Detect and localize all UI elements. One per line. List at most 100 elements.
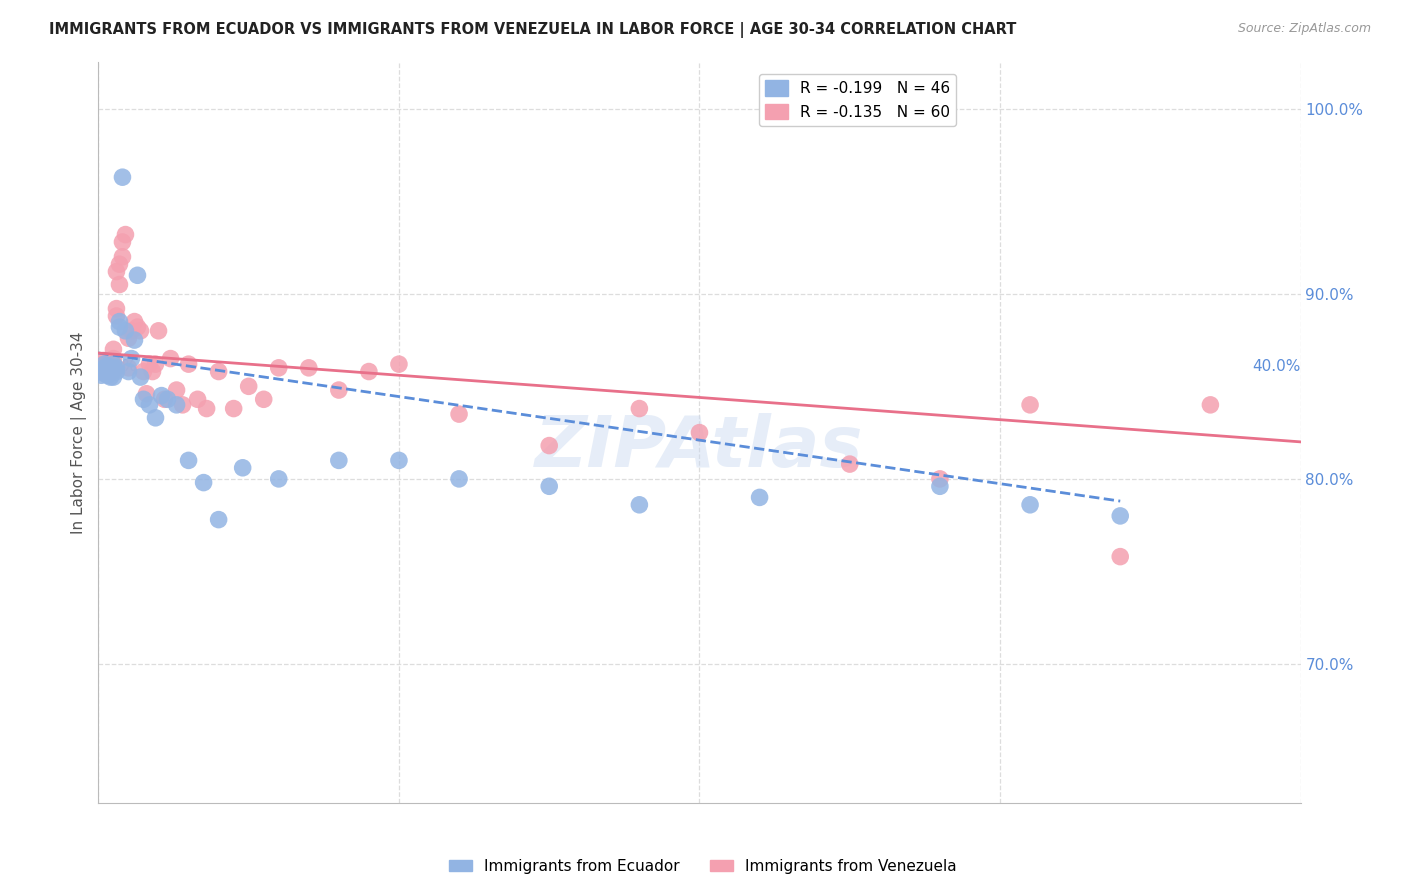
Point: [208, 365, 231, 379]
Point: [132, 365, 155, 379]
Point: [538, 479, 561, 493]
Point: [172, 398, 194, 412]
Point: [748, 491, 770, 505]
Point: [447, 407, 470, 421]
Point: [96, 360, 118, 375]
Point: [929, 479, 952, 493]
Point: [108, 257, 131, 271]
Point: [222, 401, 245, 416]
Point: [447, 472, 470, 486]
Point: [388, 453, 411, 467]
Text: ZIPAtlas: ZIPAtlas: [536, 413, 863, 482]
Point: [105, 360, 128, 375]
Point: [193, 475, 215, 490]
Point: [111, 170, 134, 185]
Point: [100, 360, 122, 375]
Legend: Immigrants from Ecuador, Immigrants from Venezuela: Immigrants from Ecuador, Immigrants from…: [443, 853, 963, 880]
Point: [108, 320, 131, 334]
Point: [111, 250, 134, 264]
Point: [124, 314, 146, 328]
Point: [1019, 498, 1042, 512]
Y-axis label: In Labor Force | Age 30-34: In Labor Force | Age 30-34: [72, 331, 87, 534]
Point: [114, 227, 136, 242]
Point: [166, 383, 188, 397]
Point: [145, 410, 167, 425]
Point: [105, 365, 128, 379]
Point: [100, 365, 122, 379]
Text: 40.0%: 40.0%: [1253, 359, 1301, 374]
Point: [253, 392, 276, 407]
Point: [90, 365, 112, 379]
Point: [103, 357, 125, 371]
Point: [114, 324, 136, 338]
Point: [129, 370, 152, 384]
Point: [232, 460, 254, 475]
Point: [90, 368, 112, 383]
Point: [153, 392, 176, 407]
Point: [538, 439, 561, 453]
Point: [135, 386, 157, 401]
Point: [100, 357, 122, 371]
Point: [132, 392, 155, 407]
Point: [105, 309, 128, 323]
Point: [96, 359, 118, 373]
Point: [96, 365, 118, 379]
Point: [689, 425, 711, 440]
Point: [1019, 398, 1042, 412]
Point: [103, 351, 125, 366]
Point: [195, 401, 218, 416]
Point: [124, 333, 146, 347]
Point: [159, 351, 181, 366]
Point: [93, 367, 115, 381]
Point: [208, 513, 231, 527]
Point: [93, 360, 115, 375]
Point: [357, 365, 380, 379]
Point: [177, 453, 200, 467]
Point: [129, 324, 152, 338]
Point: [388, 357, 411, 371]
Point: [177, 357, 200, 371]
Point: [141, 365, 163, 379]
Point: [96, 365, 118, 379]
Point: [148, 324, 170, 338]
Point: [267, 472, 290, 486]
Point: [1109, 549, 1132, 564]
Point: [111, 235, 134, 249]
Point: [100, 360, 122, 375]
Point: [187, 392, 209, 407]
Point: [117, 331, 139, 345]
Point: [628, 401, 651, 416]
Point: [117, 360, 139, 375]
Point: [127, 268, 149, 283]
Point: [105, 301, 128, 316]
Point: [127, 320, 149, 334]
Point: [1199, 398, 1222, 412]
Point: [298, 360, 321, 375]
Point: [929, 472, 952, 486]
Point: [238, 379, 260, 393]
Point: [103, 360, 125, 375]
Point: [150, 388, 173, 402]
Point: [100, 370, 122, 384]
Point: [103, 365, 125, 379]
Point: [328, 383, 350, 397]
Point: [103, 357, 125, 371]
Point: [138, 398, 160, 412]
Point: [108, 314, 131, 328]
Point: [117, 365, 139, 379]
Point: [93, 365, 115, 379]
Point: [103, 370, 125, 384]
Legend: R = -0.199   N = 46, R = -0.135   N = 60: R = -0.199 N = 46, R = -0.135 N = 60: [759, 74, 956, 126]
Point: [121, 351, 143, 366]
Point: [96, 368, 118, 383]
Point: [108, 277, 131, 292]
Point: [93, 357, 115, 371]
Point: [105, 264, 128, 278]
Point: [138, 357, 160, 371]
Point: [93, 360, 115, 375]
Text: IMMIGRANTS FROM ECUADOR VS IMMIGRANTS FROM VENEZUELA IN LABOR FORCE | AGE 30-34 : IMMIGRANTS FROM ECUADOR VS IMMIGRANTS FR…: [49, 22, 1017, 38]
Point: [93, 353, 115, 368]
Point: [1109, 508, 1132, 523]
Point: [100, 362, 122, 376]
Point: [96, 357, 118, 371]
